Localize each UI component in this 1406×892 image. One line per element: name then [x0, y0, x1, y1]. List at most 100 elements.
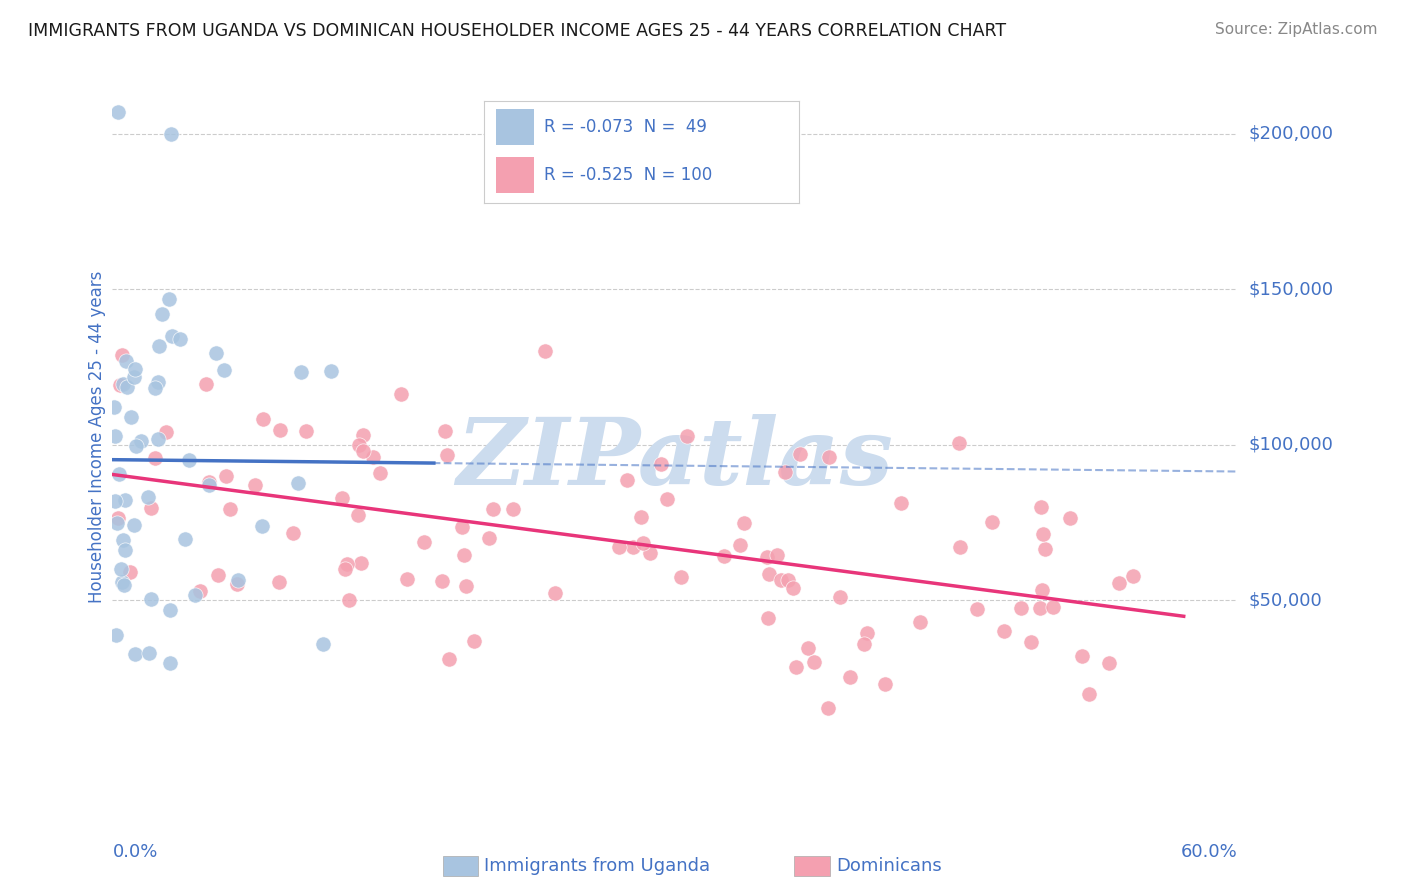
Point: [1059, 511, 1081, 525]
Point: [803, 655, 825, 669]
Point: [136, 490, 159, 504]
Point: [120, 409, 142, 424]
Point: [269, 423, 291, 437]
Point: [368, 467, 391, 481]
Point: [148, 432, 170, 446]
Point: [766, 548, 789, 562]
Point: [112, 377, 135, 392]
Point: [782, 581, 804, 595]
Point: [1019, 634, 1042, 648]
Point: [436, 448, 458, 462]
Point: [544, 586, 567, 600]
Point: [267, 574, 290, 589]
Point: [1031, 583, 1053, 598]
Text: IMMIGRANTS FROM UGANDA VS DOMINICAN HOUSEHOLDER INCOME AGES 25 - 44 YEARS CORREL: IMMIGRANTS FROM UGANDA VS DOMINICAN HOUS…: [28, 22, 1007, 40]
Point: [290, 365, 312, 379]
Point: [110, 562, 132, 576]
Point: [853, 637, 876, 651]
Point: [630, 510, 652, 524]
Point: [389, 386, 412, 401]
Point: [396, 572, 419, 586]
Point: [107, 104, 129, 119]
Point: [159, 657, 181, 671]
Point: [146, 375, 169, 389]
Point: [226, 573, 249, 587]
Point: [160, 127, 183, 141]
Point: [118, 566, 141, 580]
Point: [1071, 648, 1094, 663]
Point: [104, 429, 127, 443]
Point: [219, 502, 242, 516]
Text: ZIPatlas: ZIPatlas: [457, 414, 893, 504]
Point: [980, 515, 1002, 529]
Point: [105, 516, 128, 530]
Point: [179, 453, 201, 467]
Y-axis label: Householder Income Ages 25 - 44 years: Householder Income Ages 25 - 44 years: [87, 271, 105, 603]
Point: [104, 494, 127, 508]
Point: [143, 381, 166, 395]
Point: [1042, 599, 1064, 614]
Point: [124, 362, 146, 376]
Point: [194, 376, 217, 391]
Point: [188, 584, 211, 599]
Point: [453, 548, 475, 562]
Point: [103, 400, 125, 414]
Point: [173, 532, 195, 546]
Text: $150,000: $150,000: [1249, 280, 1333, 298]
Point: [1077, 687, 1099, 701]
Point: [184, 588, 207, 602]
Point: [108, 467, 131, 481]
Point: [948, 540, 970, 554]
Point: [1108, 575, 1130, 590]
Text: $50,000: $50,000: [1249, 591, 1322, 609]
Point: [125, 439, 148, 453]
Point: [855, 626, 877, 640]
Text: $200,000: $200,000: [1249, 125, 1333, 143]
Point: [108, 378, 131, 392]
Point: [243, 477, 266, 491]
Point: [776, 573, 799, 587]
Point: [155, 425, 177, 440]
Point: [225, 576, 247, 591]
Point: [730, 538, 752, 552]
Point: [148, 339, 170, 353]
Point: [733, 516, 755, 530]
Point: [713, 549, 735, 563]
Point: [875, 676, 897, 690]
Point: [160, 329, 183, 343]
Point: [1010, 601, 1032, 615]
Point: [908, 615, 931, 629]
Point: [336, 557, 359, 571]
Point: [1029, 601, 1052, 615]
Text: Source: ZipAtlas.com: Source: ZipAtlas.com: [1215, 22, 1378, 37]
Point: [352, 444, 374, 458]
Point: [312, 637, 335, 651]
Point: [1033, 542, 1056, 557]
Point: [839, 670, 862, 684]
Point: [111, 348, 134, 362]
Point: [789, 447, 811, 461]
Point: [111, 575, 134, 590]
Point: [333, 562, 356, 576]
Point: [657, 491, 679, 506]
Point: [616, 473, 638, 487]
Point: [482, 501, 505, 516]
Point: [124, 648, 146, 662]
Point: [463, 633, 485, 648]
Point: [281, 526, 304, 541]
Point: [197, 478, 219, 492]
Point: [502, 501, 524, 516]
Point: [332, 491, 354, 506]
Point: [143, 450, 166, 465]
Point: [890, 495, 912, 509]
Point: [785, 660, 807, 674]
Point: [650, 457, 672, 471]
Point: [207, 568, 229, 582]
Point: [966, 602, 988, 616]
Point: [433, 424, 456, 438]
Point: [756, 611, 779, 625]
Point: [252, 519, 274, 533]
Point: [607, 540, 630, 554]
Point: [451, 520, 474, 534]
Point: [117, 380, 139, 394]
